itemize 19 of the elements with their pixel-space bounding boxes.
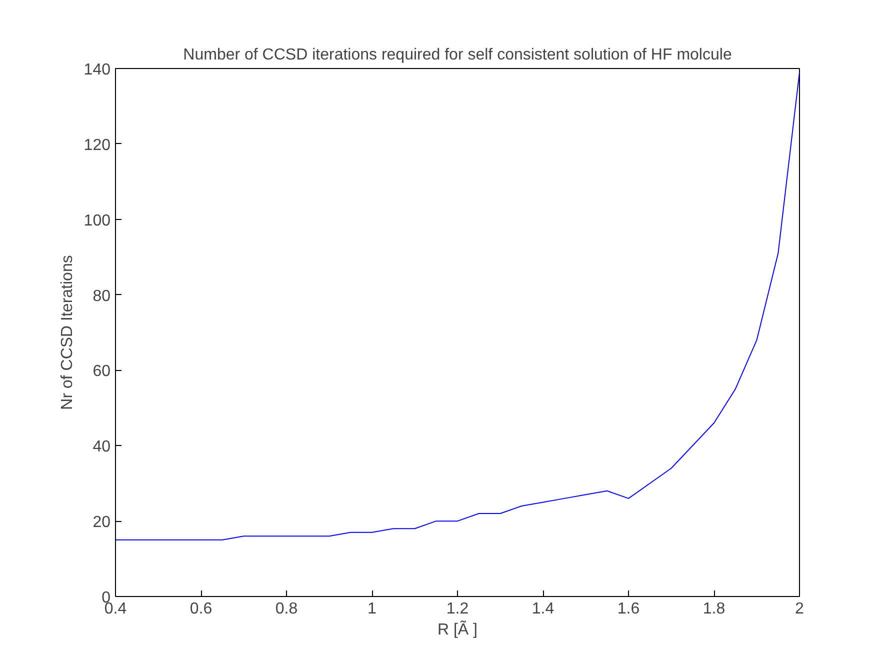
y-tick-label: 80 <box>92 288 111 305</box>
y-tick-label: 140 <box>84 62 111 78</box>
x-tick-label: 2 <box>795 600 804 618</box>
x-tick-label: 0.6 <box>190 600 212 618</box>
x-tick-label: 1.2 <box>446 600 469 618</box>
x-axis-title: R [Ã ] <box>437 620 478 638</box>
x-tick-label: 1.8 <box>702 600 726 618</box>
chart-title: Number of CCSD iterations required for self consistent solution of HF molcule <box>183 46 732 64</box>
line-series <box>116 72 800 540</box>
x-tick-label: 1.4 <box>532 600 554 618</box>
y-tick-label: 100 <box>84 212 111 230</box>
y-axis-title: Nr of CCSD Iterations <box>58 255 76 410</box>
y-tick-label: 20 <box>92 514 111 532</box>
y-tick-label: 40 <box>92 438 111 456</box>
y-tick-label: 120 <box>84 136 111 154</box>
x-tick-label: 1 <box>368 600 377 618</box>
x-tick-label: 1.6 <box>617 600 640 618</box>
y-tick-label: 60 <box>92 363 111 380</box>
x-tick-label: 0.8 <box>275 600 298 618</box>
